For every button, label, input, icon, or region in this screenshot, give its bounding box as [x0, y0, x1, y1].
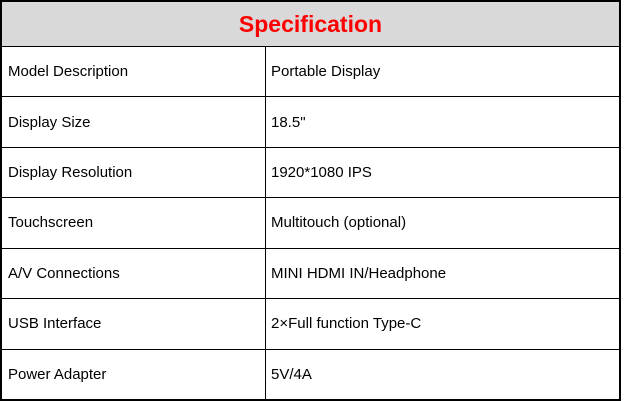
spec-value-cell: MINI HDMI IN/Headphone — [271, 264, 447, 282]
table-row: Model Description Portable Display — [2, 47, 619, 98]
table-row: USB Interface 2×Full function Type-C — [2, 299, 619, 350]
spec-value-cell: 1920*1080 IPS — [271, 164, 372, 182]
table-title: Specification — [238, 10, 383, 37]
spec-label-cell: Touchscreen — [2, 198, 266, 248]
table-row: Touchscreen Multitouch (optional) — [2, 198, 619, 249]
spec-label-cell: USB Interface — [2, 299, 266, 349]
table-row: A/V Connections MINI HDMI IN/Headphone — [2, 248, 619, 300]
spec-label-cell: Display Resolution — [2, 147, 266, 198]
table-row: Display Size 18.5" — [2, 97, 619, 148]
table-row: Power Adapter 5V/4A — [2, 349, 619, 399]
spec-value-cell: 2×Full function Type-C — [271, 315, 422, 333]
spec-label-cell: Power Adapter — [2, 349, 266, 399]
spec-label-cell: Display Size — [2, 97, 266, 147]
table-body: Model Description Portable Display Displ… — [2, 47, 619, 399]
table-header-row: Specification — [2, 2, 619, 47]
spec-label-cell: A/V Connections — [2, 248, 266, 299]
spec-value-cell: 5V/4A — [271, 365, 312, 383]
table-row: Display Resolution 1920*1080 IPS — [2, 147, 619, 199]
spec-value-cell: Multitouch (optional) — [271, 214, 407, 232]
spec-value-cell: 18.5" — [271, 113, 306, 131]
spec-value-cell: Portable Display — [271, 63, 381, 81]
spec-label-cell: Model Description — [2, 47, 266, 97]
